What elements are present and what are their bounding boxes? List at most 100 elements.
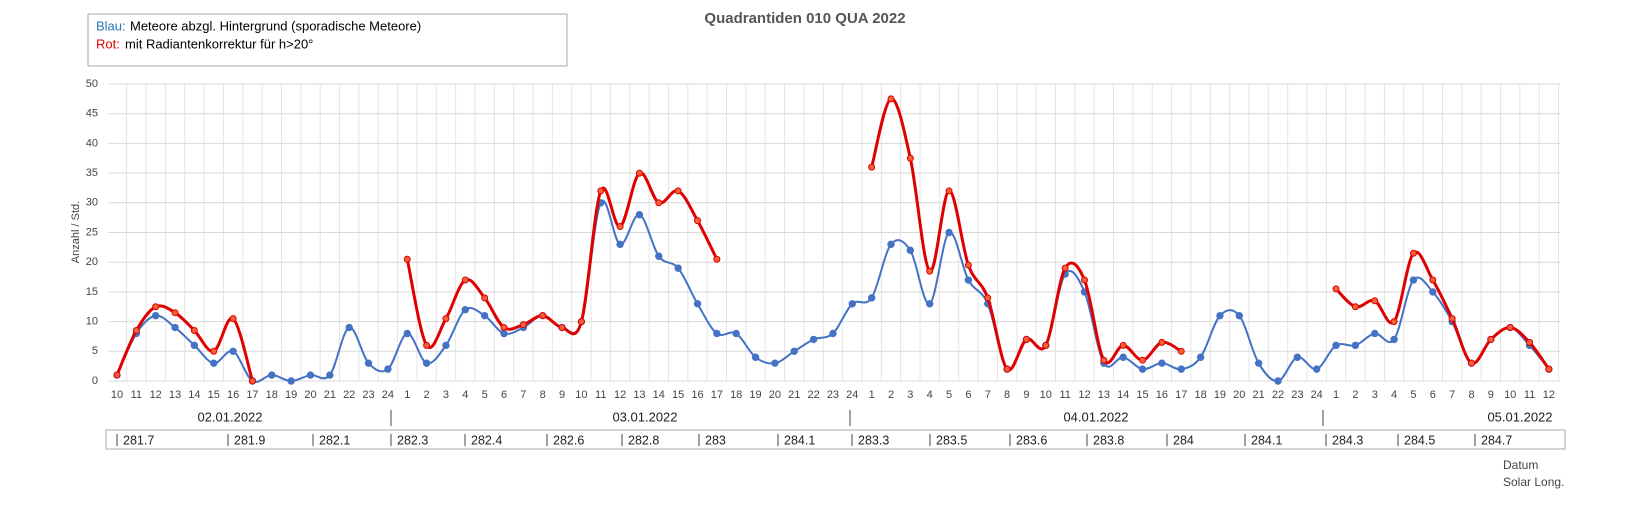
x-tick-label: 22 xyxy=(1272,389,1284,401)
data-point xyxy=(1022,335,1030,343)
solar-label: 283.3 xyxy=(858,433,889,447)
data-point xyxy=(1313,365,1321,373)
x-tick-label: 12 xyxy=(150,389,162,401)
date-label: 03.01.2022 xyxy=(612,409,677,424)
data-point xyxy=(1003,365,1011,373)
data-point xyxy=(1448,315,1456,323)
x-label: Datum xyxy=(1503,458,1538,472)
x-tick-label: 14 xyxy=(188,389,200,401)
x-tick-label: 20 xyxy=(304,389,316,401)
data-point xyxy=(1293,353,1302,361)
data-point xyxy=(500,329,508,338)
data-point xyxy=(1274,377,1282,385)
data-point xyxy=(887,240,895,249)
data-point xyxy=(461,306,469,314)
x-tick-label: 2 xyxy=(1352,389,1358,401)
x-tick-label: 6 xyxy=(965,389,971,401)
y-tick-label: 15 xyxy=(86,286,98,298)
data-point xyxy=(1332,285,1340,293)
data-point xyxy=(1429,276,1437,284)
x-tick-label: 6 xyxy=(501,389,507,401)
x-tick-label: 1 xyxy=(404,389,410,401)
solar-label: 284.7 xyxy=(1481,433,1512,447)
x-tick-label: 24 xyxy=(1311,389,1323,401)
data-point xyxy=(1429,288,1437,296)
x-tick-label: 18 xyxy=(730,389,742,401)
y-tick-label: 10 xyxy=(86,316,98,328)
data-point xyxy=(790,347,798,355)
x-tick-label: 1 xyxy=(1333,389,1339,401)
data-point xyxy=(1390,335,1398,344)
data-point xyxy=(1119,353,1127,361)
x-tick-label: 18 xyxy=(1194,389,1206,401)
data-point xyxy=(1158,338,1166,346)
x-tick-label: 4 xyxy=(927,389,933,401)
solar-label: 283.8 xyxy=(1093,433,1124,447)
x-tick-label: 10 xyxy=(111,389,123,401)
data-point xyxy=(1409,276,1418,284)
x-tick-label: 10 xyxy=(575,389,587,401)
solar-label: 284.1 xyxy=(784,433,815,447)
data-point xyxy=(171,323,179,332)
x-tick-label: 9 xyxy=(1488,389,1494,401)
data-point xyxy=(558,324,566,332)
data-point xyxy=(1487,335,1495,343)
y-tick-label: 0 xyxy=(92,375,98,387)
x-tick-label: 15 xyxy=(208,389,220,401)
x-tick-label: 3 xyxy=(907,389,913,401)
x-tick-label: 18 xyxy=(266,389,278,401)
x-tick-label: 5 xyxy=(482,389,488,401)
x-tick-label: 10 xyxy=(1040,389,1052,401)
solar-label: 284.1 xyxy=(1251,433,1282,447)
y-tick-label: 30 xyxy=(86,197,98,209)
series-line xyxy=(115,97,1551,382)
data-point xyxy=(751,353,760,361)
data-point xyxy=(984,294,992,302)
data-point xyxy=(268,371,276,379)
data-point xyxy=(1081,276,1088,284)
x-tick-label: 10 xyxy=(1504,389,1516,401)
solar-box xyxy=(105,429,1566,450)
data-point xyxy=(1468,359,1475,367)
x-tick-label: 5 xyxy=(946,389,952,401)
data-point xyxy=(1196,353,1205,361)
solar-label: 284.5 xyxy=(1404,433,1435,447)
data-point xyxy=(1390,318,1398,326)
data-point xyxy=(210,347,218,355)
x-tick-label: 23 xyxy=(1291,389,1303,401)
data-point xyxy=(113,371,121,379)
x-tick-label: 11 xyxy=(595,389,606,401)
x-tick-label: 23 xyxy=(362,389,374,401)
solar-label: 282.3 xyxy=(397,433,428,447)
data-point xyxy=(887,95,895,103)
data-point xyxy=(635,169,643,177)
legend-box xyxy=(87,13,568,67)
x-tick-label: 12 xyxy=(1543,389,1555,401)
x-tick-label: 14 xyxy=(653,389,665,401)
legend-text: Meteore abzgl. Hintergrund (sporadische … xyxy=(130,18,421,33)
data-point xyxy=(926,267,934,275)
x-tick-label: 2 xyxy=(888,389,894,401)
data-point xyxy=(771,359,779,367)
solar-label: 284 xyxy=(1173,433,1194,447)
y-tick-label: 35 xyxy=(86,167,98,179)
data-point xyxy=(964,261,972,269)
data-point xyxy=(713,329,721,338)
x-tick-label: 8 xyxy=(540,389,546,401)
x-tick-label: 21 xyxy=(788,389,800,401)
x-tick-label: 8 xyxy=(1004,389,1010,401)
data-point xyxy=(190,341,199,350)
solar-label: 284.3 xyxy=(1332,433,1363,447)
data-point xyxy=(1139,356,1147,364)
x-tick-label: 7 xyxy=(1449,389,1455,401)
legend-text: mit Radiantenkorrektur für h>20° xyxy=(125,36,313,51)
data-point xyxy=(1177,347,1185,355)
solar-label: 281.9 xyxy=(234,433,265,447)
solar-label: 281.7 xyxy=(123,433,154,447)
x-tick-label: 12 xyxy=(1078,389,1090,401)
x-tick-label: 15 xyxy=(1136,389,1148,401)
data-point xyxy=(1351,341,1360,350)
data-point xyxy=(964,276,973,284)
date-label: 04.01.2022 xyxy=(1063,409,1128,424)
